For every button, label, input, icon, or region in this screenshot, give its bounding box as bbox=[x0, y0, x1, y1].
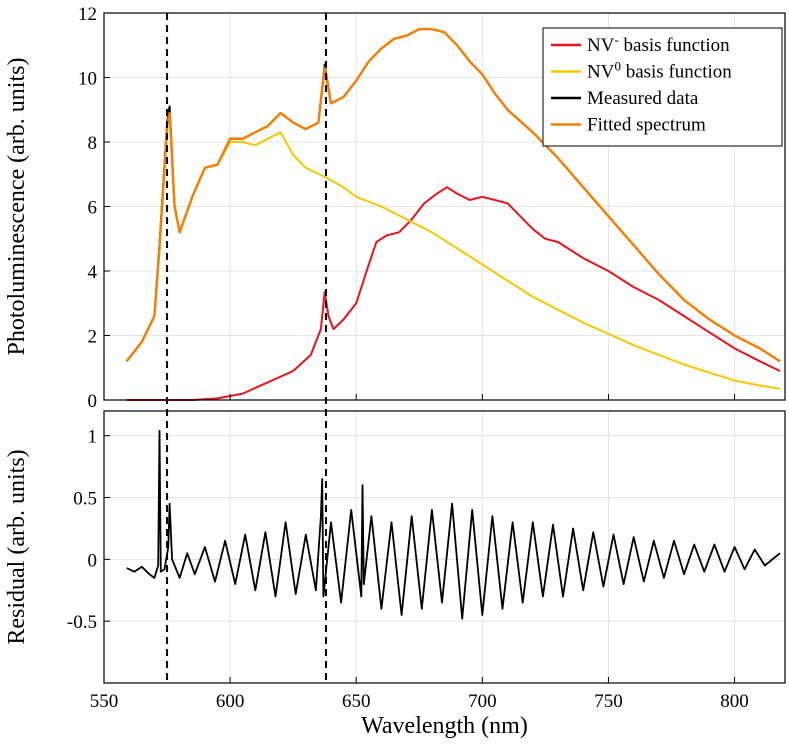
top-y-tick-label: 8 bbox=[88, 133, 98, 154]
bottom-y-axis-label: Residual (arb. units) bbox=[4, 449, 30, 644]
x-tick-label: 650 bbox=[342, 691, 371, 712]
legend-box bbox=[542, 27, 783, 147]
series-residual bbox=[126, 429, 781, 620]
legend-label-measured: Measured data bbox=[587, 88, 699, 109]
top-y-tick-label: 12 bbox=[78, 4, 97, 25]
bottom-y-tick-label: -0.5 bbox=[67, 612, 97, 633]
x-tick-label: 800 bbox=[720, 691, 749, 712]
top-panel: 0 2 4 6 8 10 12 Photoluminescence (arb. units)… bbox=[4, 4, 786, 412]
vertical-marker-lines bbox=[166, 13, 327, 683]
top-y-tick-label: 0 bbox=[88, 391, 98, 412]
top-series bbox=[125, 27, 781, 401]
top-y-axis-label: Photoluminescence (arb. units) bbox=[4, 58, 30, 356]
x-tick-label: 700 bbox=[468, 691, 497, 712]
top-y-ticks: 0 2 4 6 8 10 12 bbox=[78, 4, 110, 412]
bottom-y-ticks: -0.5 0 0.5 1 bbox=[67, 427, 110, 633]
x-tick-label: 550 bbox=[90, 691, 119, 712]
series-nv0 bbox=[125, 112, 781, 390]
x-tick-label: 600 bbox=[216, 691, 245, 712]
bottom-panel: -0.5 0 0.5 1 550 600 650 700 750 800 Residual (a… bbox=[4, 394, 786, 739]
bottom-x-ticks: 550 600 650 700 750 800 bbox=[90, 394, 749, 712]
legend-label-fitted: Fitted spectrum bbox=[587, 115, 706, 136]
bottom-axes-frame bbox=[103, 410, 786, 684]
legend-label-nv0: NV0 basis function bbox=[587, 58, 732, 83]
series-fitted bbox=[125, 27, 781, 363]
bottom-series bbox=[126, 429, 781, 620]
series-nvm bbox=[126, 186, 781, 401]
top-y-tick-label: 4 bbox=[88, 262, 98, 283]
bottom-y-tick-label: 0.5 bbox=[73, 489, 97, 510]
bottom-y-tick-label: 1 bbox=[88, 427, 98, 448]
bottom-grid bbox=[103, 411, 785, 683]
top-y-tick-label: 6 bbox=[88, 198, 98, 219]
x-axis-label: Wavelength (nm) bbox=[361, 713, 528, 739]
x-tick-label: 750 bbox=[594, 691, 623, 712]
top-y-tick-label: 10 bbox=[78, 69, 97, 90]
legend-label-nvm: NV- basis function bbox=[587, 32, 730, 57]
top-y-tick-label: 2 bbox=[88, 327, 98, 348]
bottom-y-tick-label: 0 bbox=[88, 550, 98, 571]
